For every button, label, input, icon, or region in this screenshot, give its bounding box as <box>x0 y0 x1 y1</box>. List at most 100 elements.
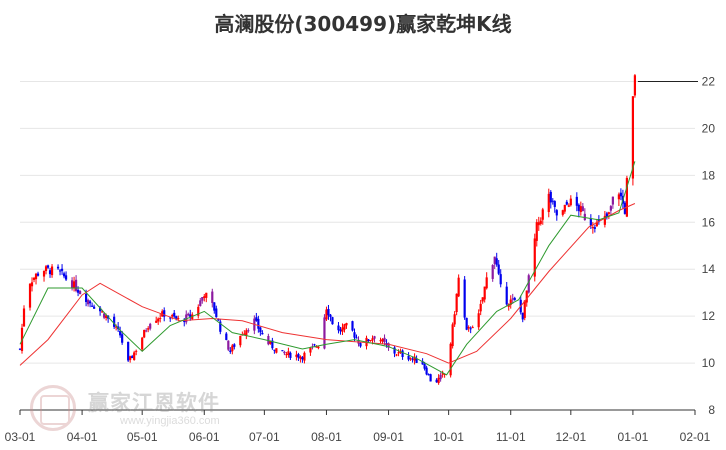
candle-body <box>317 346 320 349</box>
candle-body <box>205 292 208 298</box>
candle-body <box>547 193 550 213</box>
candle-body <box>537 222 540 226</box>
candle-body <box>177 318 180 320</box>
candle-body <box>215 308 218 318</box>
candle-body <box>401 350 404 358</box>
candle-body <box>141 337 144 350</box>
candle-body <box>383 337 386 343</box>
candle-body <box>93 306 96 309</box>
candle-body <box>425 367 428 375</box>
candle-body <box>399 351 402 353</box>
candle-body <box>325 309 328 320</box>
candle-body <box>129 356 132 360</box>
x-tick-label: 01-01 <box>618 430 649 444</box>
candle-body <box>231 345 234 352</box>
candle-body <box>115 326 118 328</box>
candle-body <box>243 333 246 335</box>
candle-body <box>359 343 362 347</box>
candle-body <box>133 352 136 360</box>
candle-body <box>261 332 264 335</box>
ma-layer <box>19 161 636 376</box>
candle-body <box>569 198 572 206</box>
candle-body <box>485 277 488 289</box>
candle-body <box>299 356 302 359</box>
y-tick-label: 22 <box>702 74 716 88</box>
candle-body <box>173 312 176 317</box>
candle-body <box>257 318 260 329</box>
candle-body <box>60 268 64 271</box>
candle-body <box>233 344 236 347</box>
ma-short-line <box>19 161 636 376</box>
candle-body <box>551 200 554 202</box>
candle-body <box>211 291 214 303</box>
candle-body <box>105 315 108 318</box>
candle-body <box>42 270 46 277</box>
candle-body <box>427 374 430 376</box>
y-tick-label: 20 <box>702 121 716 135</box>
candle-body <box>135 350 138 352</box>
candle-body <box>58 270 62 272</box>
candle-body <box>76 289 80 293</box>
candle-body <box>523 300 526 318</box>
candle-body <box>337 325 340 331</box>
candle-body <box>247 330 250 332</box>
candle-body <box>509 299 512 305</box>
candle-body <box>289 352 292 358</box>
candle-body <box>355 337 358 339</box>
candle-body <box>217 319 220 321</box>
grid-layer <box>20 80 695 411</box>
candle-body <box>119 331 122 336</box>
candle-body <box>371 338 374 341</box>
candle-body <box>577 204 580 211</box>
candle-body <box>225 333 228 340</box>
candle-body <box>323 317 326 349</box>
candle-body <box>175 316 178 319</box>
candle-body <box>451 324 454 347</box>
candle-body <box>553 201 556 207</box>
candle-body <box>471 327 474 329</box>
candle-body <box>555 210 558 216</box>
candle-body <box>539 220 542 224</box>
candle-body <box>633 75 637 96</box>
ma-long-line <box>19 203 636 366</box>
candle-body <box>213 302 216 311</box>
y-tick-label: 18 <box>702 168 716 182</box>
candle-body <box>275 348 278 353</box>
candle-body <box>369 340 372 342</box>
candle-body <box>189 314 192 317</box>
candle-body <box>295 354 298 357</box>
candle-body <box>491 265 494 279</box>
candle-body <box>341 327 344 332</box>
candle-body <box>343 324 346 330</box>
candle-body <box>36 273 40 276</box>
candle-body <box>483 286 486 300</box>
candle-body <box>301 357 304 360</box>
candle-body <box>34 273 38 280</box>
candle-body <box>415 358 418 363</box>
x-tick-label: 09-01 <box>373 430 404 444</box>
candle-body <box>527 275 530 293</box>
candle-body <box>469 328 472 330</box>
x-tick-label: 02-01 <box>680 430 711 444</box>
candle-body <box>239 335 242 346</box>
candle-body <box>157 318 160 322</box>
candle-body <box>219 321 222 332</box>
candle-body <box>74 279 78 291</box>
candle-body <box>593 227 596 229</box>
candle-body <box>285 354 288 356</box>
candle-body <box>435 379 438 383</box>
candle-body <box>387 343 390 348</box>
x-tick-label: 04-01 <box>67 430 98 444</box>
candle-body <box>631 96 635 179</box>
candle-body <box>171 315 174 317</box>
candle-body <box>56 266 60 269</box>
candle-body <box>339 329 342 332</box>
candle-body <box>269 341 272 344</box>
candle-body <box>18 348 22 350</box>
candle-body <box>579 206 582 213</box>
candle-body <box>121 334 124 343</box>
x-tick-label: 03-01 <box>5 430 36 444</box>
candle-body <box>611 196 614 205</box>
candle-body <box>493 256 496 264</box>
candle-body <box>32 277 36 280</box>
